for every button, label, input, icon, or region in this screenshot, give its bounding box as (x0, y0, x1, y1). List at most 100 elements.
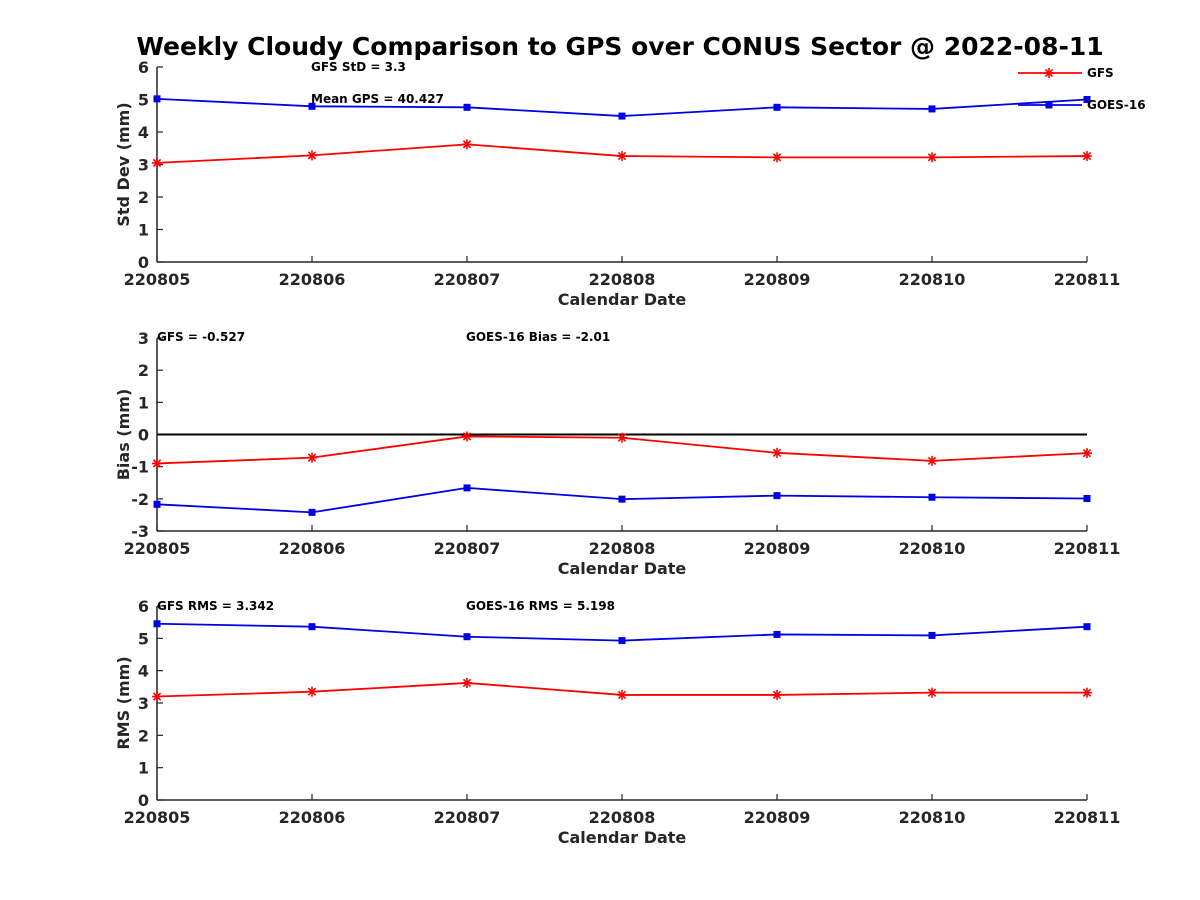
stat-annotation: Mean GPS = 40.427 (311, 92, 444, 106)
data-point-gfs-stroke (462, 140, 472, 149)
legend-item-goes-16: GOES-16 (1018, 98, 1146, 112)
data-point-gfs-stroke (617, 690, 627, 700)
legend-marker-goes-16 (1045, 101, 1053, 109)
data-point-goes-16 (153, 95, 161, 103)
data-point-gfs-stroke (772, 153, 782, 162)
stat-annotation: GOES-16 RMS = 5.198 (466, 599, 615, 613)
data-point-goes-16 (928, 105, 936, 113)
legend-label-gfs: GFS (1087, 66, 1114, 80)
y-tick-label: 2 (138, 188, 149, 207)
data-point-gfs (152, 157, 162, 168)
data-point-gfs (462, 139, 472, 150)
y-tick-label: 0 (138, 253, 149, 272)
x-tick-label: 220807 (434, 270, 501, 289)
data-point-gfs (1082, 151, 1092, 162)
data-point-gfs (152, 691, 162, 702)
y-tick-label: -2 (131, 490, 149, 509)
data-point-goes-16 (1083, 495, 1091, 503)
stat-annotation: GOES-16 Bias = -2.01 (466, 330, 610, 344)
y-tick-label: 3 (138, 329, 149, 348)
data-point-gfs-stroke (927, 153, 937, 162)
data-point-gfs (307, 686, 317, 697)
data-point-goes-16 (308, 102, 316, 110)
panel-3: 0 1 2 3 4 5 6 220805 220806 220807 220808 220809 220… (114, 597, 1120, 847)
legend: GFS GOES-16 (1018, 66, 1146, 112)
data-point-gfs (307, 452, 317, 463)
figure-title: Weekly Cloudy Comparison to GPS over CON… (136, 32, 1103, 61)
x-tick-label: 220805 (124, 808, 191, 827)
x-axis-label: Calendar Date (558, 828, 687, 847)
data-point-goes-16 (1083, 623, 1091, 631)
data-point-gfs (617, 432, 627, 443)
data-point-gfs-stroke (617, 433, 627, 442)
y-tick-label: 4 (138, 123, 149, 142)
x-tick-label: 220808 (589, 270, 656, 289)
y-tick-label: 1 (138, 759, 149, 778)
y-axis-label: RMS (mm) (114, 656, 133, 749)
stat-annotation: GFS RMS = 3.342 (157, 599, 274, 613)
data-point-gfs (462, 431, 472, 442)
y-axis-label: Std Dev (mm) (114, 102, 133, 226)
data-point-gfs (1082, 448, 1092, 459)
y-tick-label: -1 (131, 458, 149, 477)
x-tick-label: 220806 (279, 539, 346, 558)
data-point-gfs-stroke (772, 448, 782, 458)
data-point-gfs-stroke (307, 453, 317, 462)
data-point-gfs-stroke (307, 151, 317, 160)
data-point-gfs-stroke (617, 151, 627, 161)
data-point-goes-16 (463, 633, 471, 641)
data-point-gfs-stroke (152, 459, 162, 468)
legend-marker-gfs (1044, 68, 1054, 78)
y-tick-label: 6 (138, 58, 149, 77)
data-point-gfs (462, 677, 472, 688)
data-point-goes-16 (773, 103, 781, 111)
data-point-goes-16 (153, 620, 161, 628)
x-tick-label: 220809 (744, 539, 811, 558)
legend-label-goes-16: GOES-16 (1087, 98, 1146, 112)
y-tick-label: 3 (138, 156, 149, 175)
x-axis-label: Calendar Date (558, 559, 687, 578)
x-tick-label: 220811 (1054, 270, 1121, 289)
y-tick-label: 0 (138, 791, 149, 810)
x-tick-label: 220811 (1054, 808, 1121, 827)
x-tick-label: 220807 (434, 539, 501, 558)
x-tick-label: 220806 (279, 808, 346, 827)
data-point-gfs-stroke (1082, 688, 1092, 697)
data-point-gfs-stroke (927, 456, 937, 466)
data-point-goes-16 (773, 630, 781, 638)
x-tick-label: 220810 (899, 270, 966, 289)
data-point-gfs (617, 689, 627, 700)
data-point-gfs (927, 455, 937, 466)
data-point-goes-16 (1083, 96, 1091, 103)
y-tick-label: 1 (138, 221, 149, 240)
data-point-goes-16 (308, 623, 316, 631)
legend-marker-gfs-stroke (1044, 68, 1054, 78)
data-point-gfs-stroke (772, 690, 782, 700)
data-point-gfs (772, 152, 782, 163)
x-tick-label: 220809 (744, 270, 811, 289)
data-point-goes-16 (928, 631, 936, 639)
y-tick-label: 2 (138, 361, 149, 380)
y-tick-label: 0 (138, 426, 149, 445)
x-tick-label: 220807 (434, 808, 501, 827)
data-point-gfs-stroke (152, 158, 162, 168)
x-tick-label: 220805 (124, 270, 191, 289)
data-point-gfs (1082, 687, 1092, 698)
data-point-goes-16 (618, 495, 626, 503)
data-point-gfs (927, 152, 937, 163)
data-point-gfs (772, 689, 782, 700)
panel-2: -3 -2 -1 0 1 2 3 220805 220806 220807 220808 220809… (114, 329, 1120, 578)
x-tick-label: 220810 (899, 539, 966, 558)
legend-item-gfs: GFS (1018, 66, 1114, 80)
data-point-gfs (307, 150, 317, 161)
x-tick-label: 220809 (744, 808, 811, 827)
x-tick-label: 220808 (589, 539, 656, 558)
data-point-gfs (152, 458, 162, 469)
data-point-gfs (617, 151, 627, 162)
data-point-gfs-stroke (1082, 151, 1092, 161)
y-tick-label: 4 (138, 662, 149, 681)
x-tick-label: 220805 (124, 539, 191, 558)
data-point-goes-16 (463, 484, 471, 492)
y-tick-label: 5 (138, 629, 149, 648)
